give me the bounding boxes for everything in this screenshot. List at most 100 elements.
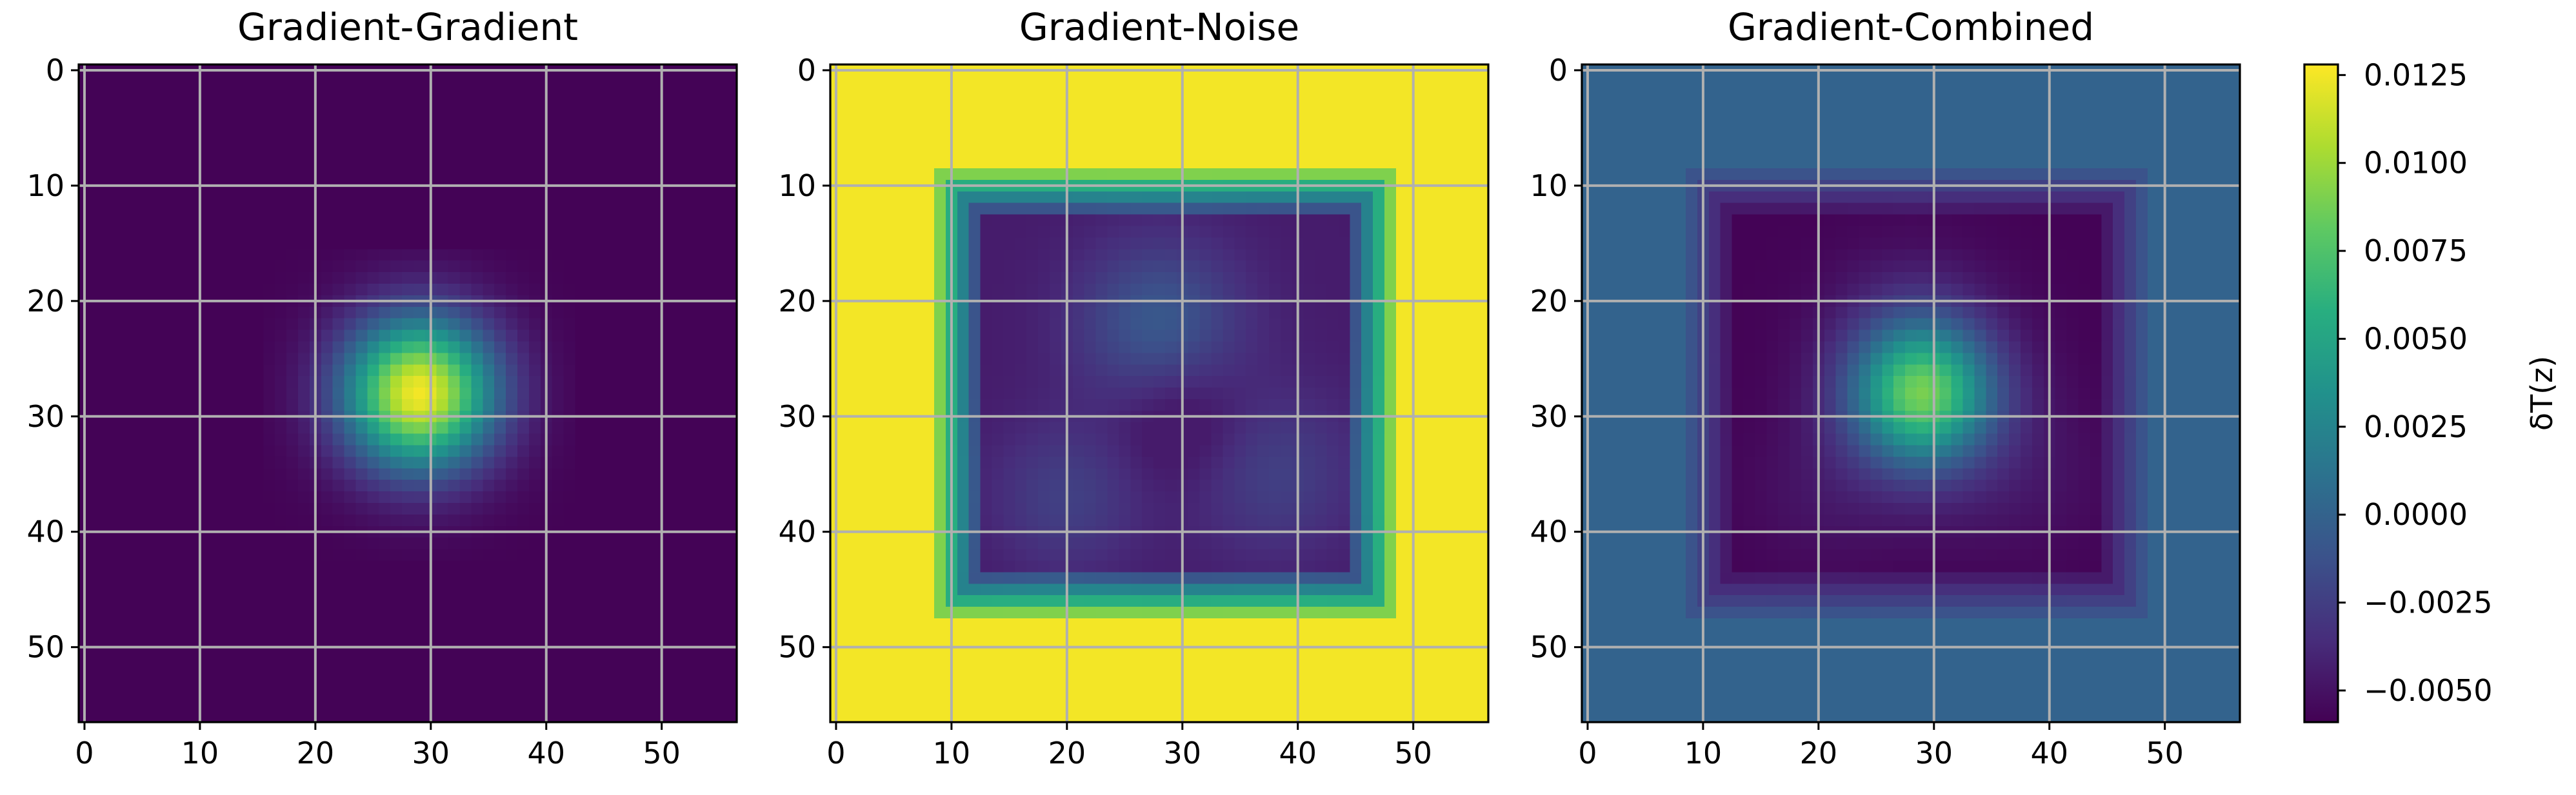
heatmap-cell bbox=[171, 687, 183, 700]
heatmap-cell bbox=[1084, 133, 1097, 146]
heatmap-cell bbox=[113, 422, 126, 435]
heatmap-cell bbox=[690, 249, 703, 261]
heatmap-cell bbox=[690, 306, 703, 319]
heatmap-cell bbox=[575, 110, 587, 123]
heatmap-cell bbox=[621, 376, 634, 388]
heatmap-cells bbox=[79, 64, 737, 723]
heatmap-cell bbox=[275, 226, 287, 239]
heatmap-cell bbox=[1026, 260, 1039, 273]
heatmap-cell bbox=[1395, 260, 1408, 273]
heatmap-cell bbox=[1026, 388, 1039, 400]
heatmap-cell bbox=[621, 226, 634, 239]
heatmap-cell bbox=[171, 491, 183, 504]
heatmap-cell bbox=[125, 584, 137, 596]
heatmap-cell bbox=[1453, 341, 1466, 353]
heatmap-cell bbox=[1199, 87, 1212, 100]
heatmap-cell bbox=[275, 353, 287, 365]
heatmap-cell bbox=[667, 480, 680, 492]
heatmap-cell bbox=[240, 618, 253, 631]
heatmap-cell bbox=[1234, 214, 1246, 227]
heatmap-cell bbox=[923, 398, 935, 411]
heatmap-cell bbox=[1269, 110, 1281, 123]
heatmap-cell bbox=[367, 629, 379, 642]
heatmap-cell bbox=[298, 537, 310, 550]
heatmap-cell bbox=[714, 145, 726, 157]
heatmap-cell bbox=[148, 75, 160, 88]
heatmap-cell bbox=[702, 341, 714, 353]
heatmap-cell bbox=[1234, 364, 1246, 377]
heatmap-cell bbox=[332, 584, 345, 596]
heatmap-cell bbox=[644, 75, 657, 88]
heatmap-cell bbox=[1211, 168, 1224, 181]
heatmap-cell bbox=[159, 168, 172, 181]
heatmap-cell bbox=[240, 537, 253, 550]
heatmap-cell bbox=[586, 491, 599, 504]
heatmap-cell bbox=[321, 422, 334, 435]
heatmap-cell bbox=[899, 133, 912, 146]
heatmap-cell bbox=[1326, 329, 1339, 342]
heatmap-cell bbox=[1026, 133, 1039, 146]
heatmap-cell bbox=[610, 456, 622, 469]
heatmap-cell bbox=[332, 191, 345, 204]
heatmap-cell bbox=[1015, 364, 1027, 377]
heatmap-cell bbox=[367, 398, 379, 411]
heatmap-cell bbox=[714, 341, 726, 353]
heatmap-cell bbox=[148, 480, 160, 492]
heatmap-cell bbox=[1338, 191, 1350, 204]
heatmap-cell bbox=[113, 676, 126, 688]
heatmap-cell bbox=[90, 618, 103, 631]
heatmap-cell bbox=[1477, 191, 1489, 204]
heatmap-cell bbox=[436, 168, 449, 181]
heatmap-cell bbox=[413, 376, 426, 388]
heatmap-cell bbox=[1338, 214, 1350, 227]
heatmap-cell bbox=[90, 318, 103, 331]
heatmap-cell bbox=[528, 422, 541, 435]
heatmap-cell bbox=[1223, 99, 1235, 112]
heatmap-cell bbox=[159, 75, 172, 88]
heatmap-cell bbox=[471, 99, 483, 112]
heatmap-cell bbox=[483, 595, 495, 607]
heatmap-cell bbox=[205, 514, 218, 527]
heatmap-cell bbox=[332, 157, 345, 169]
heatmap-cell bbox=[702, 607, 714, 619]
heatmap-cell bbox=[252, 260, 264, 273]
heatmap-cell bbox=[159, 318, 172, 331]
heatmap-cell bbox=[344, 75, 357, 88]
heatmap-cell bbox=[621, 537, 634, 550]
heatmap-cell bbox=[494, 284, 506, 296]
heatmap-cell bbox=[379, 676, 391, 688]
heatmap-cell bbox=[1130, 75, 1143, 88]
heatmap-cell bbox=[667, 318, 680, 331]
heatmap-cell bbox=[217, 341, 230, 353]
heatmap-cell bbox=[459, 145, 472, 157]
heatmap-cell bbox=[298, 629, 310, 642]
heatmap-cell bbox=[275, 687, 287, 700]
heatmap-cell bbox=[1026, 341, 1039, 353]
heatmap-cell bbox=[217, 514, 230, 527]
heatmap-cell bbox=[1038, 398, 1050, 411]
heatmap-cell bbox=[575, 584, 587, 596]
heatmap-cell bbox=[459, 433, 472, 446]
heatmap-cell bbox=[980, 341, 993, 353]
heatmap-cell bbox=[841, 168, 854, 181]
heatmap-cell bbox=[1188, 237, 1201, 250]
heatmap-cell bbox=[586, 629, 599, 642]
heatmap-cell bbox=[586, 214, 599, 227]
heatmap-cell bbox=[714, 284, 726, 296]
heatmap-cell bbox=[390, 572, 403, 584]
heatmap-cell bbox=[217, 157, 230, 169]
heatmap-cell bbox=[506, 329, 518, 342]
heatmap-cell bbox=[1373, 364, 1385, 377]
heatmap-cell bbox=[725, 687, 737, 700]
heatmap-cell bbox=[575, 168, 587, 181]
heatmap-cell bbox=[471, 341, 483, 353]
heatmap-cell bbox=[1003, 133, 1015, 146]
heatmap-cell bbox=[1477, 110, 1489, 123]
heatmap-cell bbox=[355, 75, 368, 88]
heatmap-cell bbox=[552, 595, 564, 607]
heatmap-cell bbox=[923, 214, 935, 227]
heatmap-cell bbox=[506, 168, 518, 181]
heatmap-cell bbox=[679, 664, 692, 677]
heatmap-cell bbox=[506, 491, 518, 504]
heatmap-cell bbox=[402, 329, 414, 342]
